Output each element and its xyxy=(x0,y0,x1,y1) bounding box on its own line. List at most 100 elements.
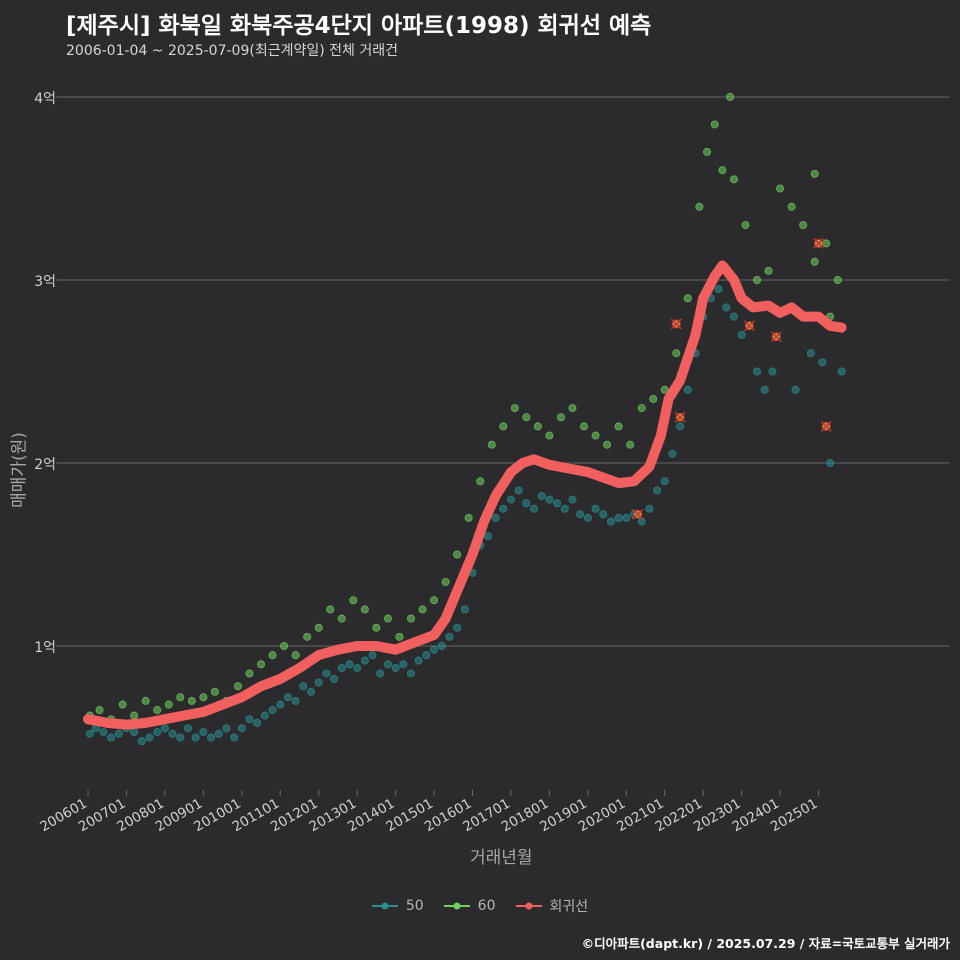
highlighted-point-cross xyxy=(813,237,825,249)
scatter-point-50 xyxy=(818,358,827,367)
scatter-point-60 xyxy=(510,404,519,413)
scatter-point-60 xyxy=(522,413,531,422)
scatter-point-50 xyxy=(360,656,369,665)
scatter-point-60 xyxy=(703,147,712,156)
scatter-point-60 xyxy=(199,693,208,702)
scatter-point-50 xyxy=(645,504,654,513)
scatter-point-50 xyxy=(114,729,123,738)
scatter-point-60 xyxy=(210,687,219,696)
scatter-point-50 xyxy=(160,724,169,733)
scatter-point-50 xyxy=(653,486,662,495)
scatter-point-50 xyxy=(299,682,308,691)
scatter-point-50 xyxy=(437,642,446,651)
scatter-point-50 xyxy=(291,696,300,705)
scatter-point-60 xyxy=(810,169,819,178)
scatter-point-50 xyxy=(445,632,454,641)
scatter-point-50 xyxy=(714,285,723,294)
legend-label-60: 60 xyxy=(477,898,496,914)
scatter-point-60 xyxy=(729,175,738,184)
chart-subtitle: 2006-01-04 ~ 2025-07-09(최근계약일) 전체 거래건 xyxy=(66,43,398,59)
scatter-point-50 xyxy=(376,669,385,678)
scatter-point-50 xyxy=(583,513,592,522)
y-axis-ticks: 1억 2억 3억 4억 xyxy=(34,91,62,656)
scatter-point-50 xyxy=(753,367,762,376)
scatter-point-50 xyxy=(460,605,469,614)
scatter-point-60 xyxy=(280,642,289,651)
scatter-point-60 xyxy=(176,693,185,702)
scatter-point-50 xyxy=(137,737,146,746)
scatter-point-50 xyxy=(729,312,738,321)
scatter-point-50 xyxy=(253,718,262,727)
scatter-point-50 xyxy=(337,663,346,672)
scatter-point-50 xyxy=(276,700,285,709)
legend-item-regression[interactable]: 회귀선 xyxy=(515,896,589,916)
scatter-point-50 xyxy=(576,510,585,519)
scatter-point-50 xyxy=(153,728,162,737)
scatter-point-60 xyxy=(141,696,150,705)
scatter-point-50 xyxy=(183,724,192,733)
scatter-point-50 xyxy=(591,504,600,513)
scatter-point-50 xyxy=(522,499,531,508)
scatter-point-50 xyxy=(199,728,208,737)
scatter-point-50 xyxy=(760,385,769,394)
y-tick-label: 3억 xyxy=(34,274,56,290)
legend-item-50[interactable]: 50 xyxy=(371,896,424,916)
legend-swatch-regression-icon xyxy=(515,902,542,910)
chart-title: [제주시] 화북일 화북주공4단지 아파트(1998) 회귀선 예측 xyxy=(66,13,652,39)
x-axis-ticks: 2006012007012008012009012010012011012012… xyxy=(37,790,821,835)
scatter-point-60 xyxy=(441,577,450,586)
scatter-point-60 xyxy=(753,275,762,284)
scatter-point-50 xyxy=(606,517,615,526)
scatter-point-60 xyxy=(614,422,623,431)
scatter-point-50 xyxy=(168,729,177,738)
scatter-point-50 xyxy=(545,495,554,504)
scatter-point-60 xyxy=(545,431,554,440)
scatter-point-50 xyxy=(237,724,246,733)
scatter-point-50 xyxy=(330,674,339,683)
scatter-point-60 xyxy=(291,651,300,660)
scatter-point-60 xyxy=(372,623,381,632)
scatter-point-60 xyxy=(360,605,369,614)
grid-lines xyxy=(62,96,950,647)
y-tick-label: 2억 xyxy=(34,457,56,473)
legend-label-regression: 회귀선 xyxy=(549,899,589,915)
scatter-point-50 xyxy=(553,499,562,508)
scatter-point-50 xyxy=(130,728,139,737)
scatter-point-60 xyxy=(187,696,196,705)
scatter-point-60 xyxy=(568,404,577,413)
scatter-point-60 xyxy=(164,700,173,709)
scatter-point-50 xyxy=(722,303,731,312)
scatter-point-60 xyxy=(487,440,496,449)
scatter-point-60 xyxy=(833,275,842,284)
scatter-point-60 xyxy=(314,623,323,632)
highlighted-point-cross xyxy=(770,331,782,343)
scatter-point-50 xyxy=(622,513,631,522)
scatter-point-60 xyxy=(499,422,508,431)
legend-swatch-50-icon xyxy=(371,902,398,910)
scatter-point-50 xyxy=(514,486,523,495)
regression-path xyxy=(83,260,847,730)
scatter-point-50 xyxy=(85,729,94,738)
scatter-point-50 xyxy=(422,651,431,660)
scatter-point-50 xyxy=(307,687,316,696)
scatter-point-50 xyxy=(268,706,277,715)
scatter-point-60 xyxy=(130,711,139,720)
scatter-point-60 xyxy=(776,184,785,193)
scatter-point-50 xyxy=(568,495,577,504)
regression-line xyxy=(83,260,847,730)
legend-item-60[interactable]: 60 xyxy=(443,896,496,916)
scatter-point-50 xyxy=(314,678,323,687)
scatter-point-50 xyxy=(406,669,415,678)
scatter-point-50 xyxy=(737,330,746,339)
scatter-point-60 xyxy=(533,422,542,431)
scatter-point-50 xyxy=(207,733,216,742)
footer-credit: ©디아파트(dapt.kr) / 2025.07.29 / 자료=국토교통부 실… xyxy=(581,936,950,951)
legend-swatch-60-icon xyxy=(443,902,470,910)
scatter-point-50 xyxy=(791,385,800,394)
scatter-point-60 xyxy=(153,706,162,715)
scatter-point-50 xyxy=(506,495,515,504)
scatter-point-50 xyxy=(806,349,815,358)
scatter-point-60 xyxy=(453,550,462,559)
scatter-point-50 xyxy=(837,367,846,376)
scatter-point-50 xyxy=(214,729,223,738)
